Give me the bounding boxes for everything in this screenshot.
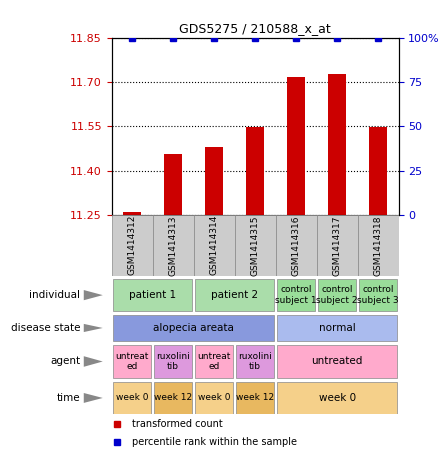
Bar <box>359 279 397 311</box>
Text: time: time <box>57 393 81 403</box>
Text: ruxolini
tib: ruxolini tib <box>238 352 272 371</box>
Text: patient 1: patient 1 <box>129 290 176 300</box>
Bar <box>195 279 274 311</box>
Text: control
subject 3: control subject 3 <box>357 285 399 305</box>
Text: individual: individual <box>29 290 81 300</box>
Bar <box>195 345 233 378</box>
Polygon shape <box>84 356 103 367</box>
Text: week 12: week 12 <box>154 394 192 402</box>
Text: percentile rank within the sample: percentile rank within the sample <box>132 437 297 447</box>
Title: GDS5275 / 210588_x_at: GDS5275 / 210588_x_at <box>179 23 331 35</box>
Text: control
subject 2: control subject 2 <box>316 285 358 305</box>
Bar <box>113 279 192 311</box>
Text: GSM1414314: GSM1414314 <box>210 215 219 275</box>
Text: untreat
ed: untreat ed <box>198 352 231 371</box>
Text: week 0: week 0 <box>116 394 148 402</box>
Bar <box>246 127 265 215</box>
Text: ruxolini
tib: ruxolini tib <box>156 352 190 371</box>
Bar <box>277 315 397 341</box>
Text: GSM1414313: GSM1414313 <box>169 215 178 275</box>
Bar <box>113 382 152 414</box>
Bar <box>205 147 223 215</box>
Text: GSM1414317: GSM1414317 <box>332 215 342 275</box>
Bar <box>277 345 397 378</box>
Bar <box>276 215 317 276</box>
Bar <box>113 345 152 378</box>
Bar <box>123 212 141 215</box>
Bar <box>317 215 357 276</box>
Bar <box>287 77 305 215</box>
Bar <box>154 382 192 414</box>
Bar <box>153 215 194 276</box>
Bar <box>236 345 274 378</box>
Polygon shape <box>84 324 103 332</box>
Bar <box>369 127 387 215</box>
Text: GSM1414316: GSM1414316 <box>292 215 300 275</box>
Text: GSM1414312: GSM1414312 <box>128 215 137 275</box>
Text: week 0: week 0 <box>318 393 356 403</box>
Text: patient 2: patient 2 <box>211 290 258 300</box>
Text: transformed count: transformed count <box>132 419 223 429</box>
Text: week 0: week 0 <box>198 394 230 402</box>
Polygon shape <box>84 393 103 403</box>
Polygon shape <box>84 290 103 300</box>
Text: GSM1414315: GSM1414315 <box>251 215 260 275</box>
Text: untreat
ed: untreat ed <box>116 352 149 371</box>
Text: disease state: disease state <box>11 323 81 333</box>
Bar <box>194 215 235 276</box>
Bar <box>154 345 192 378</box>
Bar <box>328 74 346 215</box>
Bar <box>235 215 276 276</box>
Text: agent: agent <box>50 357 81 366</box>
Bar <box>236 382 274 414</box>
Bar <box>277 382 397 414</box>
Bar <box>318 279 357 311</box>
Text: normal: normal <box>319 323 356 333</box>
Text: alopecia areata: alopecia areata <box>153 323 234 333</box>
Text: GSM1414318: GSM1414318 <box>374 215 382 275</box>
Bar <box>112 215 153 276</box>
Bar <box>164 154 182 215</box>
Text: control
subject 1: control subject 1 <box>276 285 317 305</box>
Bar <box>277 279 315 311</box>
Text: week 12: week 12 <box>236 394 274 402</box>
Bar <box>357 215 399 276</box>
Bar <box>195 382 233 414</box>
Bar <box>113 315 274 341</box>
Text: untreated: untreated <box>311 357 363 366</box>
